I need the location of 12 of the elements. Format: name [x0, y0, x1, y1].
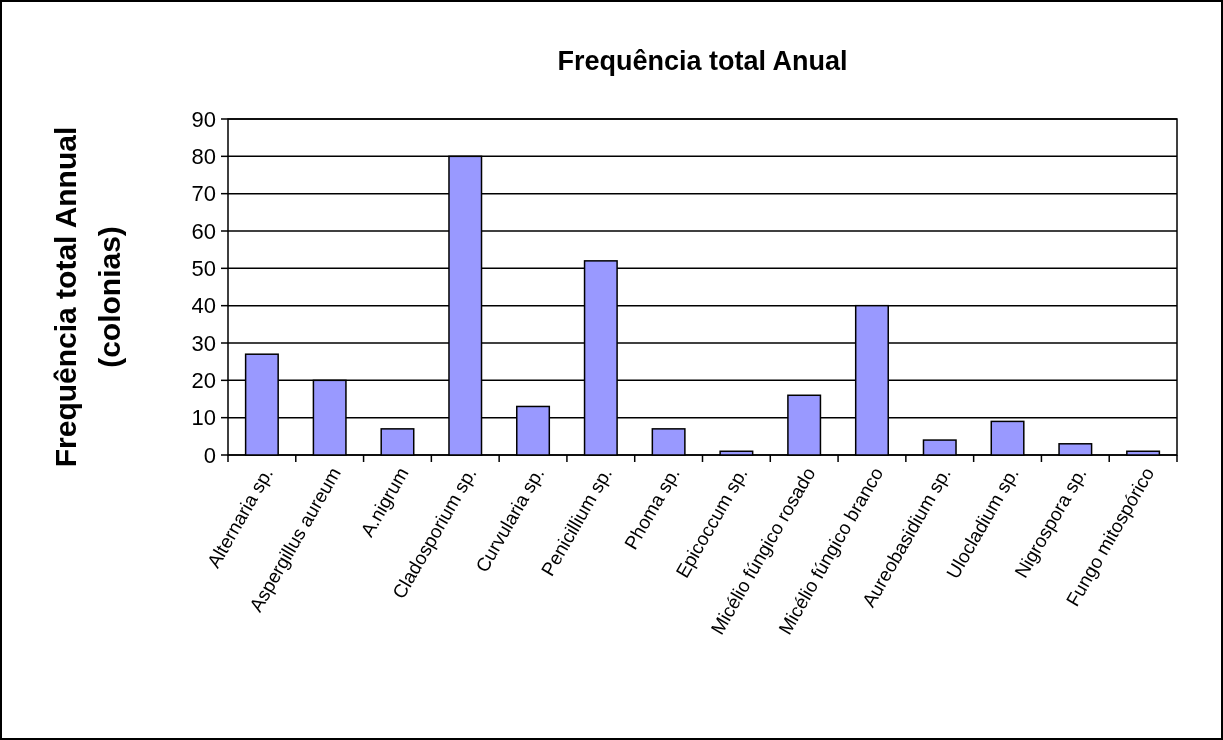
y-tick-label: 10 — [191, 405, 216, 431]
y-axis-title: Frequência total Annual (colonias) — [49, 126, 126, 468]
y-tick-label: 20 — [191, 368, 216, 394]
y-tick-label: 40 — [191, 293, 216, 319]
y-tick-label: 70 — [191, 181, 216, 207]
y-tick-label: 90 — [191, 106, 216, 132]
y-tick-label: 60 — [191, 218, 216, 244]
chart-title: Frequência total Anual — [557, 46, 848, 76]
y-tick-label: 0 — [203, 442, 216, 468]
y-tick-label: 30 — [191, 330, 216, 356]
y-tick-label: 50 — [191, 256, 216, 282]
y-tick-label: 80 — [191, 144, 216, 170]
